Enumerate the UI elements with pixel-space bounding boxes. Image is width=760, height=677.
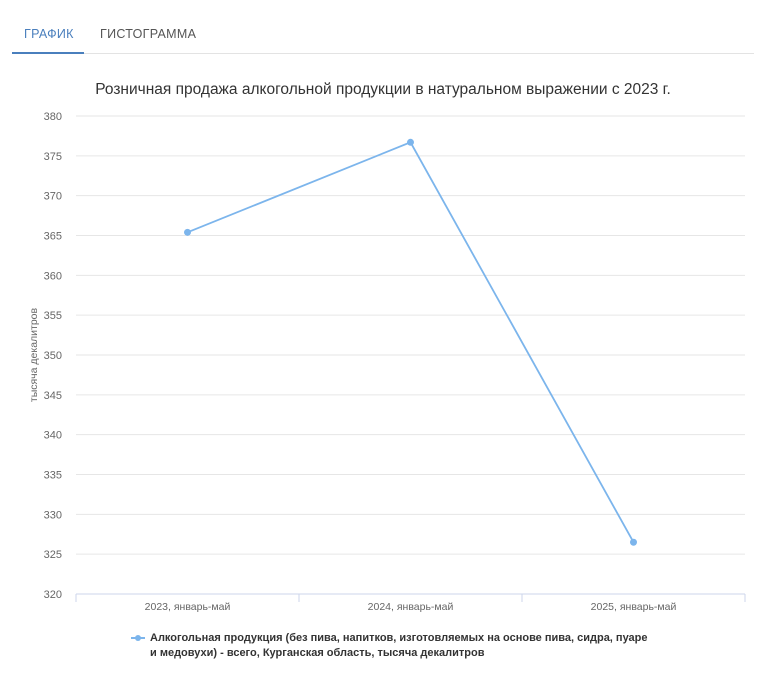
tab-histogram[interactable]: ГИСТОГРАММА — [100, 27, 196, 41]
tab-chart[interactable]: ГРАФИК — [24, 27, 74, 41]
y-tick-label: 360 — [44, 270, 62, 282]
data-point — [630, 538, 637, 546]
x-axis: 2023, январь-май 2024, январь-май 2025, ян… — [75, 593, 746, 613]
legend-item[interactable]: Алкогольная продукция (без пива, напитко… — [131, 631, 654, 661]
data-point — [184, 228, 191, 236]
y-tick-label: 380 — [44, 111, 62, 123]
legend-label: Алкогольная продукция (без пива, напитко… — [150, 632, 648, 659]
legend-marker-icon — [131, 635, 145, 641]
tab-bar: ГРАФИК ГИСТОГРАММА — [12, 0, 754, 54]
data-point — [407, 138, 414, 146]
y-tick-label: 340 — [44, 430, 62, 442]
y-tick-label: 345 — [44, 390, 62, 402]
y-axis-label: тысяча декалитров — [28, 307, 40, 402]
active-tab-indicator — [12, 52, 84, 54]
series-group — [184, 138, 637, 546]
series-line — [187, 141, 635, 543]
y-tick-label: 355 — [44, 310, 62, 322]
grid-lines — [76, 115, 745, 595]
x-tick-label: 2024, январь-май — [368, 601, 454, 613]
y-tick-label: 325 — [44, 549, 62, 561]
x-tick-label: 2023, январь-май — [145, 601, 231, 613]
y-tick-label: 320 — [44, 589, 62, 601]
y-tick-label: 375 — [44, 151, 62, 163]
y-axis-ticks: 320 325 330 335 340 345 350 355 360 365 370 375 380 — [44, 111, 62, 601]
x-tick-label: 2025, январь-май — [591, 601, 677, 613]
y-tick-label: 330 — [44, 509, 62, 521]
y-tick-label: 350 — [44, 350, 62, 362]
tab-histogram-label: ГИСТОГРАММА — [100, 27, 197, 41]
y-tick-label: 370 — [44, 191, 62, 203]
chart-title: Розничная продажа алкогольной продукции … — [95, 81, 671, 98]
y-tick-label: 335 — [44, 470, 62, 482]
tab-chart-label: ГРАФИК — [24, 27, 74, 41]
y-tick-label: 365 — [44, 231, 62, 243]
